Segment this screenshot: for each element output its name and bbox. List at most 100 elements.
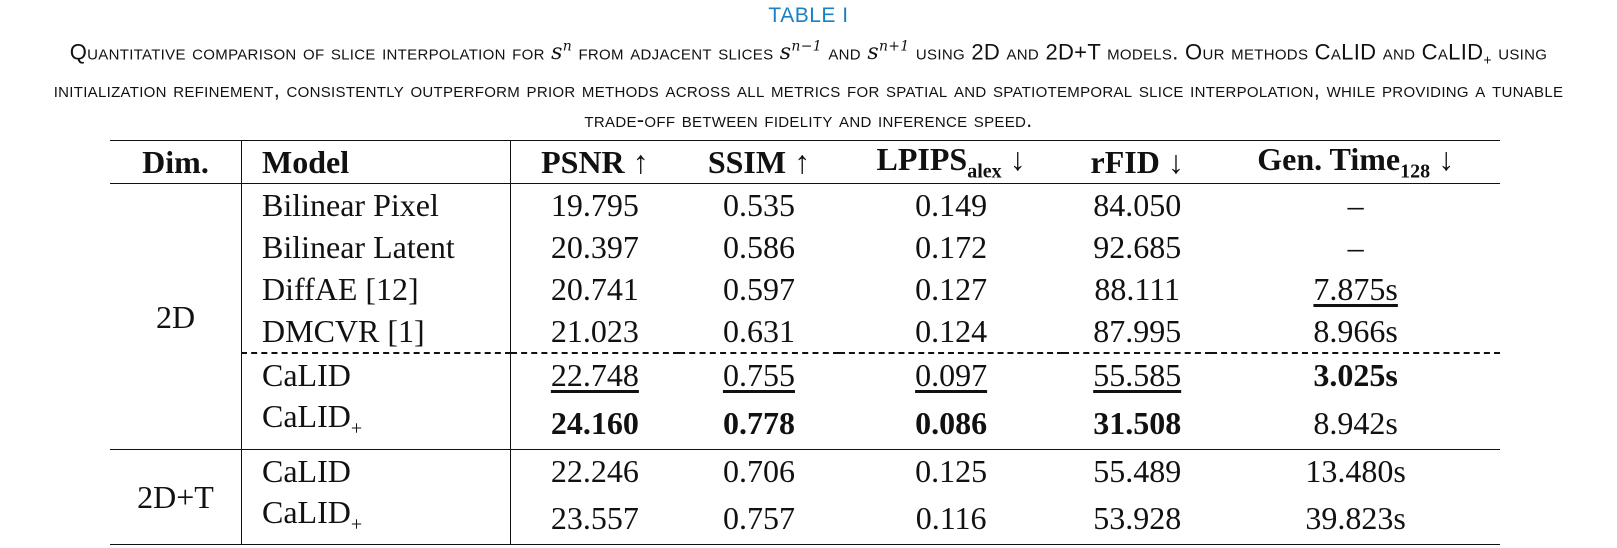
model-name: CaLID	[262, 398, 351, 435]
psnr-value: 22.748	[550, 357, 639, 394]
model-name: DiffAE [12]	[262, 271, 419, 308]
rfid-cell: 88.111	[1094, 271, 1180, 308]
caption-text: using initialization refinement, consist…	[53, 39, 1564, 132]
rfid-cell: 55.585	[1063, 352, 1212, 397]
lpips-cell: 0.116	[915, 499, 987, 536]
header-lpips-arrow: ↓	[1001, 141, 1026, 177]
header-gen-time-label: Gen. Time	[1257, 141, 1401, 177]
psnr-cell: 23.557	[550, 499, 639, 536]
gen-time-cell: –	[1347, 187, 1364, 224]
rfid-value: 55.585	[1093, 357, 1182, 394]
header-lpips-label: LPIPS	[876, 141, 968, 177]
gen-time-cell: 3.025s	[1211, 352, 1500, 397]
header-gen-time-arrow: ↓	[1430, 141, 1455, 177]
model-name: Bilinear Pixel	[262, 187, 439, 224]
table-row: DMCVR [1] 21.023 0.631 0.124 87.995 8.96…	[110, 310, 1500, 354]
rfid-cell: 55.489	[1093, 452, 1182, 489]
lpips-cell: 0.125	[915, 452, 988, 489]
model-sub: +	[350, 417, 363, 440]
header-rfid: rFID ↓	[1090, 143, 1184, 180]
caption-text: from adjacent slices	[572, 39, 780, 65]
header-ssim: SSIM ↑	[707, 143, 811, 180]
caption-text: using 2D and 2D+T models. Our methods Ca…	[909, 39, 1484, 65]
psnr-cell: 20.741	[550, 271, 639, 308]
psnr-cell: 19.795	[550, 187, 639, 224]
model-cell: Bilinear Latent	[241, 226, 511, 269]
gen-time-cell: 8.942s	[1313, 404, 1398, 441]
caption-math: sn	[551, 39, 573, 66]
group-2dt: 2D+T CaLID 22.246 0.706 0.125 55.489 13.…	[110, 449, 1500, 545]
model-cell: DMCVR [1]	[241, 310, 511, 354]
model-name: CaLID	[262, 493, 351, 530]
model-name: Bilinear Latent	[262, 229, 455, 266]
ssim-cell: 0.755	[678, 352, 840, 397]
ssim-cell: 0.586	[722, 229, 795, 266]
ssim-cell: 0.535	[722, 187, 795, 224]
model-cell: Bilinear Pixel	[241, 183, 511, 227]
caption-math-symbol: s	[551, 40, 563, 66]
table-row: CaLID 22.748 0.755 0.097 55.585 3.025s	[110, 352, 1500, 397]
rfid-cell: 92.685	[1093, 229, 1182, 266]
header-gen-time-sub: 128	[1400, 160, 1431, 183]
gen-time-cell: –	[1347, 229, 1364, 266]
header-psnr: PSNR ↑	[541, 143, 649, 180]
model-cell: CaLID+	[241, 491, 511, 545]
gen-time-cell: 13.480s	[1305, 452, 1406, 489]
model-sub: +	[350, 513, 363, 536]
model-cell: CaLID+	[241, 396, 511, 450]
header-lpips-sub: alex	[967, 160, 1002, 183]
caption-math-sup: n	[562, 39, 573, 55]
table-row: 2D Bilinear Pixel 19.795 0.535 0.149 84.…	[110, 183, 1500, 335]
model-cell: CaLID	[241, 352, 511, 397]
model-cell: CaLID	[241, 449, 511, 492]
caption-text: Quantitative comparison of slice interpo…	[69, 39, 552, 65]
table-label: TABLE I	[768, 4, 849, 27]
psnr-cell: 22.748	[510, 352, 679, 397]
ssim-cell: 0.631	[722, 313, 795, 350]
psnr-cell: 21.023	[550, 313, 639, 350]
caption-math-sup: n+1	[878, 39, 910, 55]
model-name: CaLID	[262, 452, 351, 489]
header-row: Dim. Model PSNR ↑ SSIM ↑ LPIPSalex ↓ rFI…	[110, 140, 1500, 184]
gen-time-cell: 8.966s	[1313, 313, 1398, 350]
lpips-cell: 0.124	[915, 313, 988, 350]
ssim-cell: 0.706	[722, 452, 795, 489]
ssim-cell: 0.597	[722, 271, 795, 308]
ssim-cell: 0.778	[722, 404, 795, 441]
lpips-cell: 0.149	[915, 187, 988, 224]
results-table: Dim. Model PSNR ↑ SSIM ↑ LPIPSalex ↓ rFI…	[110, 140, 1500, 545]
group-label-2d: 2D	[155, 298, 196, 335]
group-2d: 2D Bilinear Pixel 19.795 0.535 0.149 84.…	[110, 183, 1500, 450]
psnr-cell: 20.397	[550, 229, 639, 266]
rfid-cell: 87.995	[1093, 313, 1182, 350]
table-row: CaLID+ 24.160 0.778 0.086 31.508 8.942s	[110, 396, 1500, 450]
header-model: Model	[241, 140, 511, 184]
table-row: Bilinear Latent 20.397 0.586 0.172 92.68…	[110, 226, 1500, 269]
caption-math: sn−1	[779, 39, 822, 66]
header-gen-time: Gen. Time128 ↓	[1211, 141, 1500, 184]
lpips-cell: 0.086	[915, 404, 988, 441]
caption-math-symbol: s	[779, 40, 792, 66]
caption-math-symbol: s	[867, 40, 879, 66]
model-cell: DiffAE [12]	[241, 268, 511, 311]
ssim-value: 0.755	[722, 357, 795, 394]
gen-time-cell: 7.875s	[1211, 268, 1500, 310]
caption-math: sn+1	[867, 39, 910, 66]
psnr-cell: 22.246	[550, 452, 639, 489]
lpips-value: 0.097	[915, 357, 988, 394]
psnr-cell: 24.160	[550, 404, 639, 441]
ssim-cell: 0.757	[722, 499, 795, 536]
table-row: DiffAE [12] 20.741 0.597 0.127 88.111 7.…	[110, 268, 1500, 311]
table-row: 2D+T CaLID 22.246 0.706 0.125 55.489 13.…	[110, 449, 1500, 515]
lpips-cell: 0.097	[839, 352, 1064, 397]
header-dim: Dim.	[142, 143, 209, 180]
rfid-cell: 31.508	[1093, 404, 1182, 441]
caption-text: and	[821, 39, 868, 65]
model-name: CaLID	[262, 357, 351, 394]
gen-time-value: 7.875s	[1313, 271, 1398, 308]
caption-math-sup: n−1	[791, 39, 822, 55]
gen-time-cell: 39.823s	[1305, 499, 1406, 536]
rfid-cell: 84.050	[1093, 187, 1182, 224]
lpips-cell: 0.127	[915, 271, 988, 308]
lpips-cell: 0.172	[915, 229, 988, 266]
